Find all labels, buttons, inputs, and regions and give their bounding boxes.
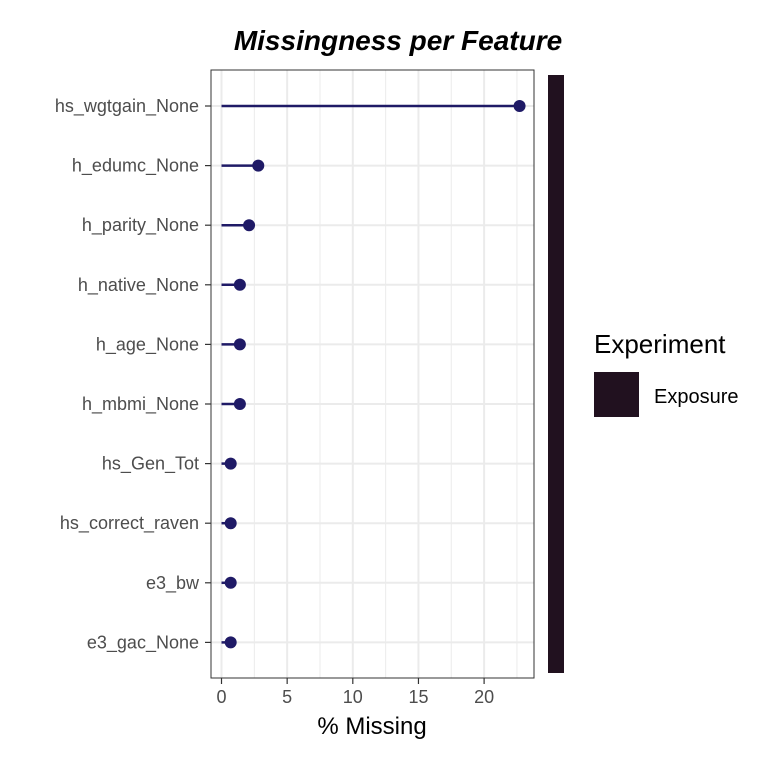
lollipop-point [252, 159, 265, 172]
y-tick-label: e3_bw [146, 573, 200, 594]
marks-layer [221, 100, 526, 649]
legend-title: Experiment [594, 329, 726, 359]
panel-border [210, 69, 535, 679]
legend: Experiment Exposure [594, 329, 739, 417]
lollipop-point [233, 278, 246, 291]
y-tick-label: hs_Gen_Tot [102, 454, 199, 475]
x-axis-title: % Missing [317, 713, 426, 740]
lollipop-point [224, 517, 237, 530]
legend-label-exposure: Exposure [654, 386, 739, 408]
x-tick-label: 0 [216, 687, 226, 707]
lollipop-point [243, 219, 256, 232]
y-tick-label: h_edumc_None [72, 156, 199, 177]
x-tick-label: 20 [474, 687, 494, 707]
x-tick-label: 15 [408, 687, 428, 707]
side-color-bar [548, 75, 564, 673]
y-tick-label: h_native_None [78, 275, 199, 296]
y-tick-label: e3_gac_None [87, 632, 199, 653]
lollipop-point [224, 576, 237, 589]
lollipop-point [224, 457, 237, 470]
lollipop-point [233, 338, 246, 351]
x-tick-label: 5 [282, 687, 292, 707]
chart-title: Missingness per Feature [234, 25, 562, 56]
lollipop-point [513, 100, 526, 112]
x-tick-label: 10 [343, 687, 363, 707]
y-tick-label: h_mbmi_None [82, 394, 199, 415]
y-tick-label: h_parity_None [82, 215, 199, 236]
lollipop-point [224, 636, 237, 649]
y-tick-label: hs_wgtgain_None [55, 96, 199, 117]
lollipop-point [233, 398, 246, 410]
y-tick-label: h_age_None [96, 334, 199, 355]
y-tick-label: hs_correct_raven [60, 513, 199, 534]
legend-key [594, 372, 639, 417]
axis-layer: hs_wgtgain_None h_edumc_None h_parity_None… [55, 96, 494, 707]
